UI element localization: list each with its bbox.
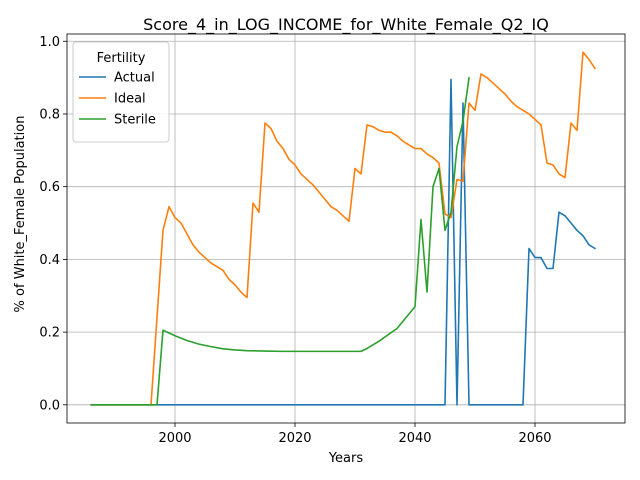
y-tick-label: 0.0 (39, 398, 60, 413)
y-axis-title: % of White_Female Population (13, 116, 28, 313)
y-tick-label: 0.8 (39, 107, 60, 122)
legend-title: Fertility (97, 51, 146, 66)
legend: Fertility Actual Ideal Sterile (72, 41, 170, 143)
x-tick-label: 2060 (518, 431, 551, 446)
legend-label-ideal: Ideal (114, 92, 146, 107)
x-tick-label: 2020 (278, 431, 311, 446)
chart-title: Score_4_in_LOG_INCOME_for_White_Female_Q… (143, 15, 549, 35)
series-line-sterile (90, 76, 470, 406)
legend-label-actual: Actual (114, 71, 155, 86)
series-line-actual (90, 78, 596, 406)
legend-label-sterile: Sterile (114, 113, 156, 128)
x-axis-title: Years (328, 451, 364, 466)
series-line-ideal (90, 51, 596, 406)
ticks: 2000 2020 2040 2060 0.0 0.2 0.4 0.6 0.8 1.0 (39, 35, 551, 446)
y-tick-label: 0.2 (39, 326, 60, 341)
y-tick-label: 0.6 (39, 180, 60, 195)
legend-entries: Actual Ideal Sterile (79, 71, 156, 128)
series-group (90, 51, 596, 406)
y-tick-label: 0.4 (39, 253, 60, 268)
plot-frame (66, 33, 626, 424)
legend-box (72, 41, 170, 143)
x-tick-label: 2040 (398, 431, 431, 446)
y-tick-label: 1.0 (39, 35, 60, 50)
x-tick-label: 2000 (158, 431, 191, 446)
